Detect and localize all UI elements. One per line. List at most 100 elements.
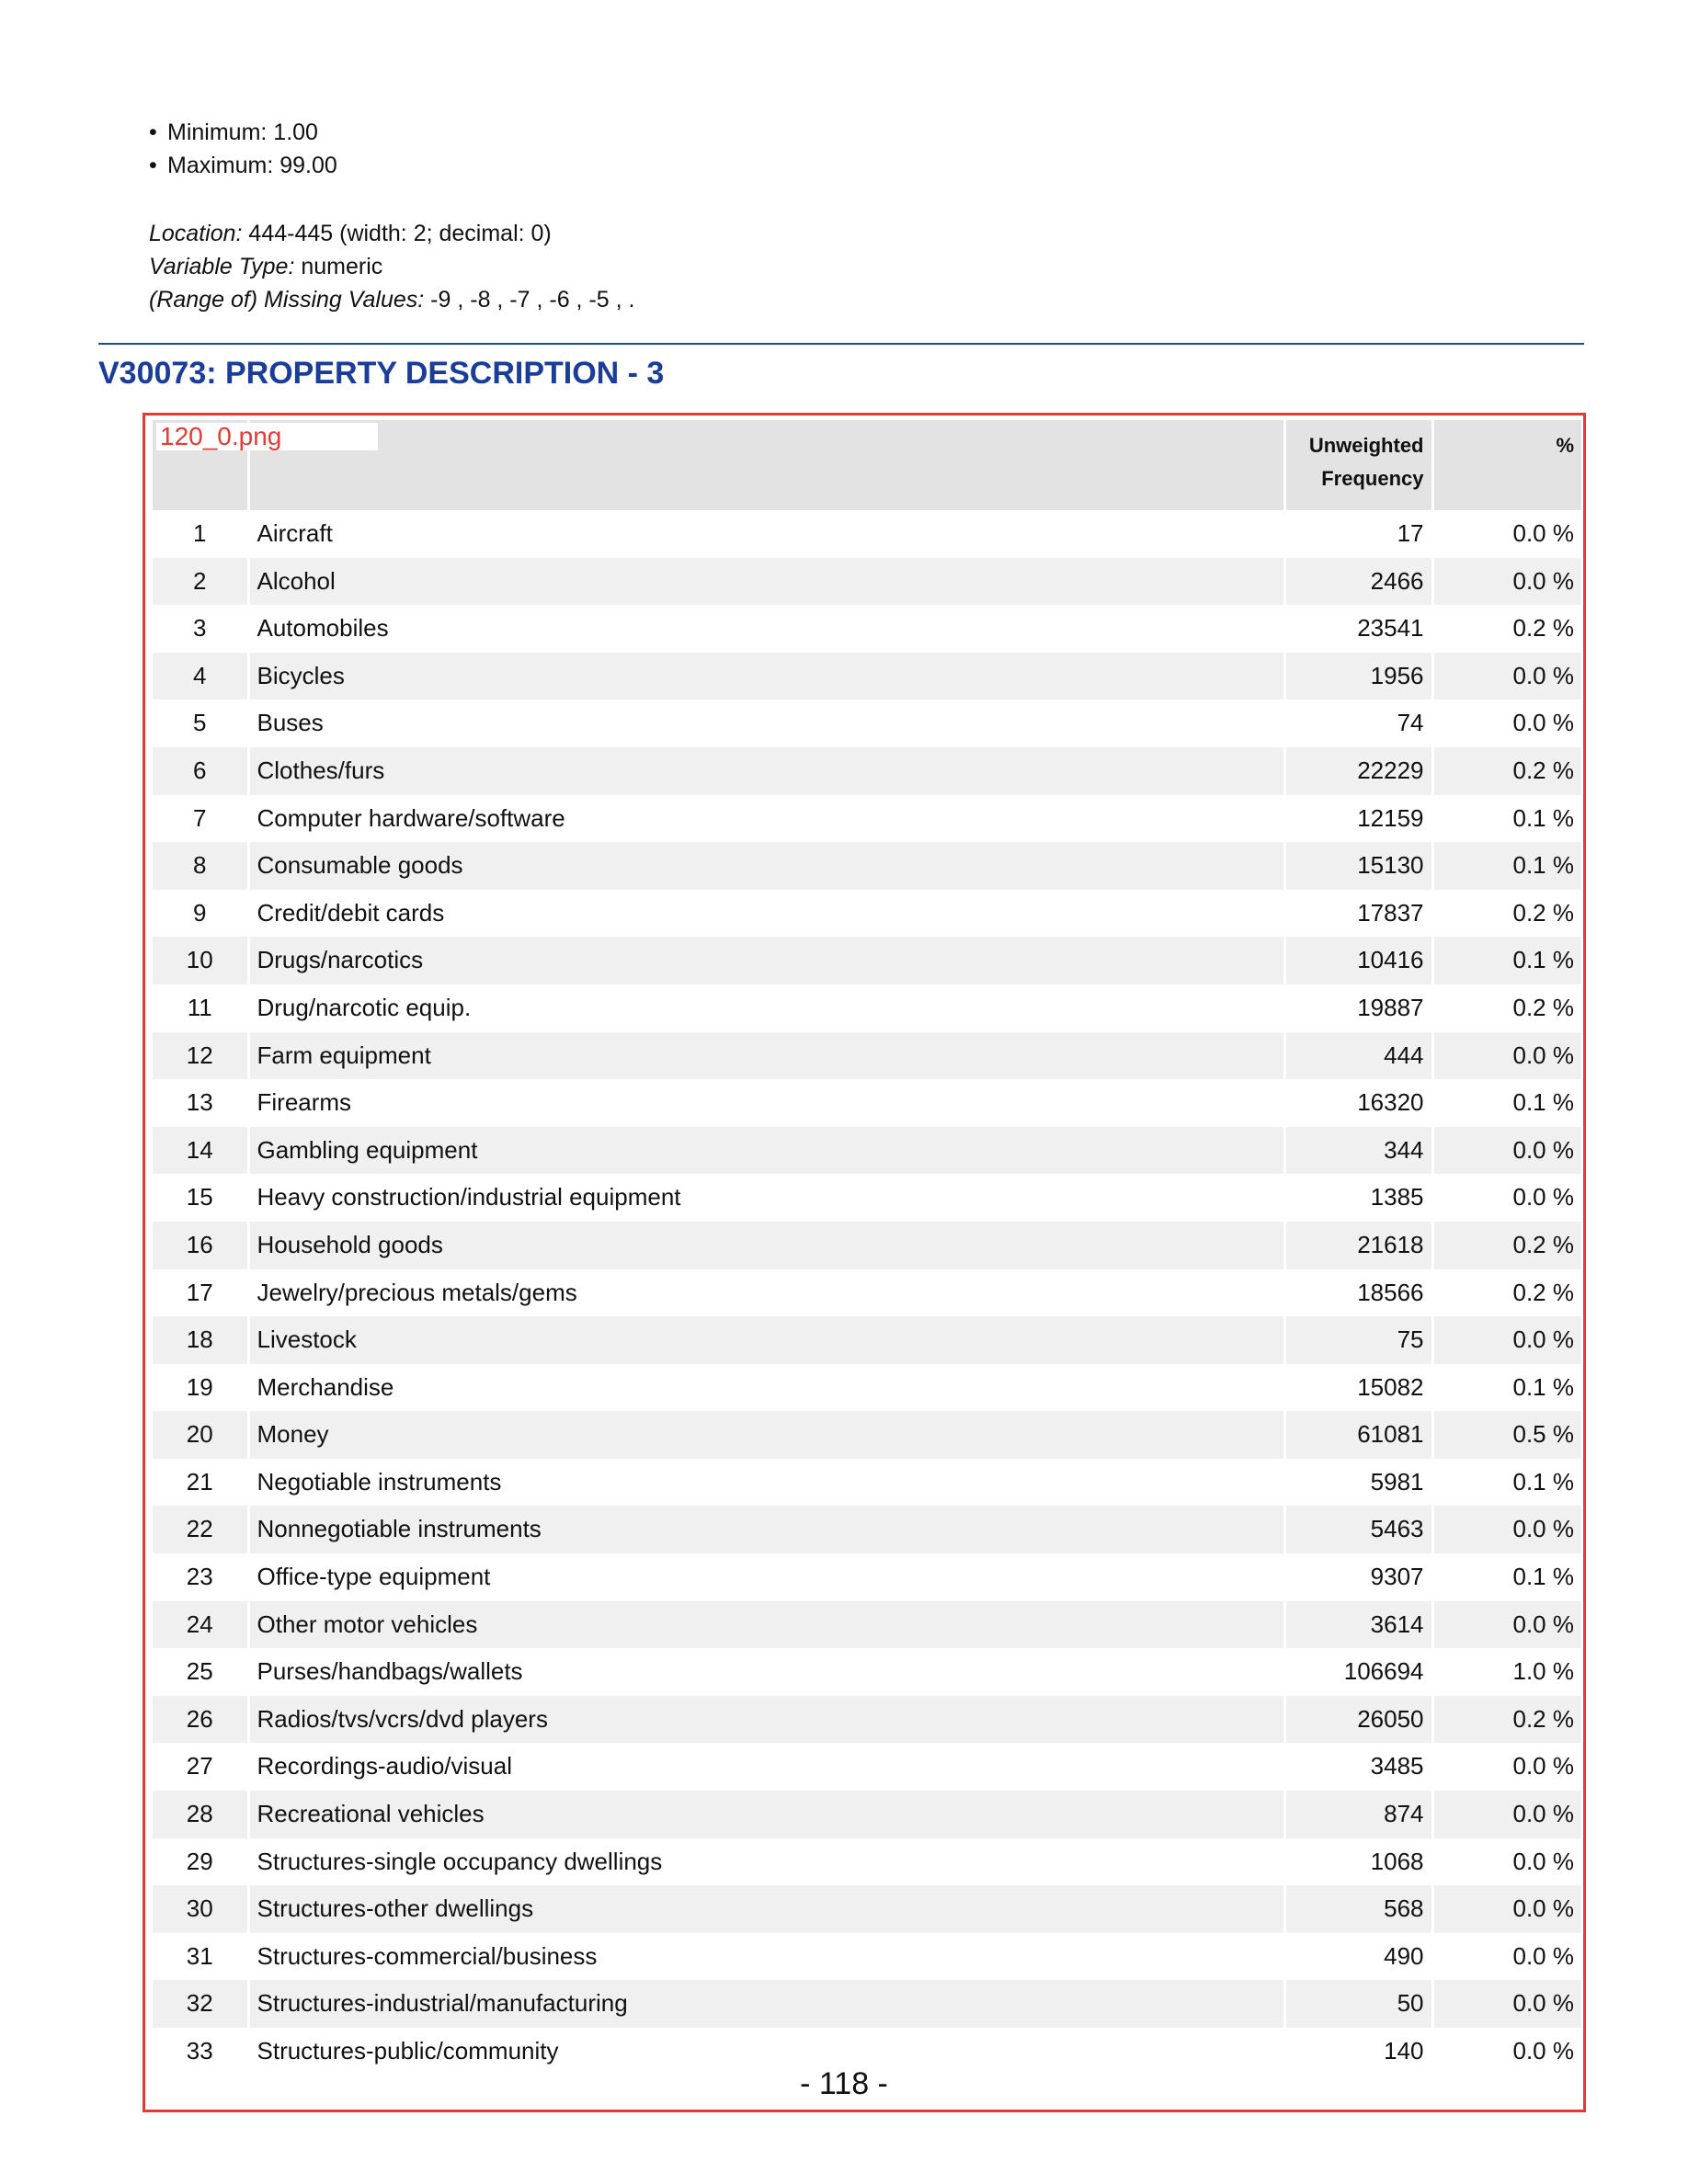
row-label: Buses [248, 700, 1286, 747]
row-code: 24 [153, 1600, 250, 1649]
row-label: Structures-other dwellings [248, 1885, 1286, 1933]
row-label: Structures-commercial/business [248, 1932, 1286, 1981]
table-row: 23 Office-type equipment 9307 0.1 % [153, 1553, 1581, 1601]
row-percent: 0.1 % [1512, 1467, 1575, 1496]
page-number: - 118 - [800, 2066, 888, 2101]
row-label: Structures-industrial/manufacturing [248, 1980, 1286, 2028]
row-frequency: 3485 [1284, 1743, 1434, 1792]
row-frequency: 10416 [1284, 937, 1434, 984]
row-code: 29 [153, 1837, 250, 1886]
row-code: 6 [153, 746, 250, 795]
row-frequency: 12159 [1284, 794, 1434, 843]
row-label: Bicycles [248, 652, 1286, 700]
row-percent: 0.2 % [1512, 614, 1575, 643]
table-row: 17 Jewelry/precious metals/gems 18566 0.2 % [153, 1268, 1581, 1317]
row-frequency: 490 [1284, 1932, 1434, 1981]
table-row: 24 Other motor vehicles 3614 0.0 % [153, 1600, 1581, 1649]
row-code: 4 [153, 652, 250, 700]
row-percent: 1.0 % [1512, 1657, 1575, 1686]
row-frequency: 22229 [1284, 746, 1434, 795]
table-body: 1 Aircraft 17 0.0 % 2 Alcohol 2466 0.0 % 3 Automo… [153, 510, 1581, 2076]
table-row: 29 Structures-single occupancy dwellings 1… [153, 1837, 1581, 1886]
stat-value: 99.00 [279, 153, 337, 178]
row-label: Clothes/furs [248, 746, 1286, 795]
row-percent: 0.0 % [1512, 1941, 1575, 1970]
row-frequency: 23541 [1284, 605, 1434, 653]
row-percent: 0.0 % [1432, 557, 1581, 606]
row-label: Money [248, 1411, 1286, 1459]
row-code: 22 [153, 1506, 250, 1554]
row-code: 7 [153, 794, 250, 843]
row-percent: 0.0 % [1432, 1031, 1581, 1080]
row-frequency: 5981 [1284, 1458, 1434, 1507]
row-label: Recordings-audio/visual [248, 1743, 1286, 1792]
variable-metadata: Location: 444-445 (width: 2; decimal: 0)… [149, 217, 634, 316]
row-label: Purses/handbags/wallets [248, 1648, 1286, 1696]
table-row: 30 Structures-other dwellings 568 0.0 % [153, 1885, 1581, 1933]
meta-location-label: Location: [149, 221, 243, 246]
table-row: 33 Structures-public/community 140 0.0 % [153, 2028, 1581, 2076]
image-filename-label: 120_0.png [156, 423, 378, 450]
row-frequency: 444 [1284, 1031, 1434, 1080]
row-frequency: 5463 [1284, 1506, 1434, 1554]
row-label: Office-type equipment [248, 1553, 1286, 1601]
row-label: Alcohol [248, 557, 1286, 606]
table-row: 16 Household goods 21618 0.2 % [153, 1221, 1581, 1269]
row-frequency: 75 [1284, 1316, 1434, 1364]
row-frequency: 3614 [1284, 1600, 1434, 1649]
row-code: 9 [153, 889, 250, 938]
row-percent: 0.2 % [1432, 1221, 1581, 1269]
row-frequency: 344 [1284, 1126, 1434, 1175]
row-percent: 0.0 % [1432, 1316, 1581, 1364]
row-frequency: 2466 [1284, 557, 1434, 606]
row-code: 17 [153, 1268, 250, 1317]
row-label: Drug/narcotic equip. [248, 984, 1286, 1032]
table-row: 4 Bicycles 1956 0.0 % [153, 652, 1581, 700]
table-row: 2 Alcohol 2466 0.0 % [153, 557, 1581, 606]
table-row: 32 Structures-industrial/manufacturing 50 0… [153, 1980, 1581, 2028]
row-code: 1 [153, 510, 250, 558]
row-label: Heavy construction/industrial equipment [248, 1174, 1286, 1222]
header-label [248, 420, 1286, 510]
row-percent: 0.0 % [1512, 709, 1575, 737]
row-percent: 0.0 % [1432, 1600, 1581, 1649]
row-label: Computer hardware/software [248, 794, 1286, 843]
table-row: 27 Recordings-audio/visual 3485 0.0 % [153, 1743, 1581, 1792]
row-percent: 0.0 % [1432, 1506, 1581, 1554]
row-percent: 0.0 % [1512, 519, 1575, 547]
meta-missing-values: (Range of) Missing Values: -9 , -8 , -7 … [149, 283, 634, 316]
row-percent: 0.1 % [1512, 1088, 1575, 1117]
row-label: Firearms [248, 1079, 1286, 1127]
table-row: 13 Firearms 16320 0.1 % [153, 1079, 1581, 1127]
table-row: 18 Livestock 75 0.0 % [153, 1316, 1581, 1364]
meta-missing-label: (Range of) Missing Values: [149, 287, 425, 313]
meta-location: Location: 444-445 (width: 2; decimal: 0) [149, 217, 634, 250]
meta-type-value: numeric [301, 254, 383, 279]
row-label: Farm equipment [248, 1031, 1286, 1080]
meta-type-label: Variable Type: [149, 254, 295, 279]
row-frequency: 106694 [1284, 1648, 1434, 1696]
row-percent: 0.2 % [1512, 1278, 1575, 1306]
row-code: 16 [153, 1221, 250, 1269]
row-label: Consumable goods [248, 842, 1286, 890]
table-row: 19 Merchandise 15082 0.1 % [153, 1363, 1581, 1412]
row-percent: 0.1 % [1432, 937, 1581, 984]
row-label: Jewelry/precious metals/gems [248, 1268, 1286, 1317]
row-code: 2 [153, 557, 250, 606]
row-label: Recreational vehicles [248, 1791, 1286, 1838]
row-percent: 0.1 % [1432, 842, 1581, 890]
row-code: 12 [153, 1031, 250, 1080]
row-code: 3 [153, 605, 250, 653]
row-percent: 0.2 % [1512, 898, 1575, 927]
row-code: 27 [153, 1743, 250, 1792]
row-frequency: 19887 [1284, 984, 1434, 1032]
row-code: 19 [153, 1363, 250, 1412]
row-percent: 0.0 % [1432, 1885, 1581, 1933]
row-frequency: 15130 [1284, 842, 1434, 890]
row-frequency: 17 [1284, 510, 1434, 558]
row-code: 23 [153, 1553, 250, 1601]
frequency-table: Unweighted Frequency % 1 Aircraft 17 0.0 % 2 A… [153, 420, 1581, 2076]
table-row: 8 Consumable goods 15130 0.1 % [153, 842, 1581, 890]
variable-title: V30073: PROPERTY DESCRIPTION - 3 [98, 356, 665, 391]
row-label: Livestock [248, 1316, 1286, 1364]
